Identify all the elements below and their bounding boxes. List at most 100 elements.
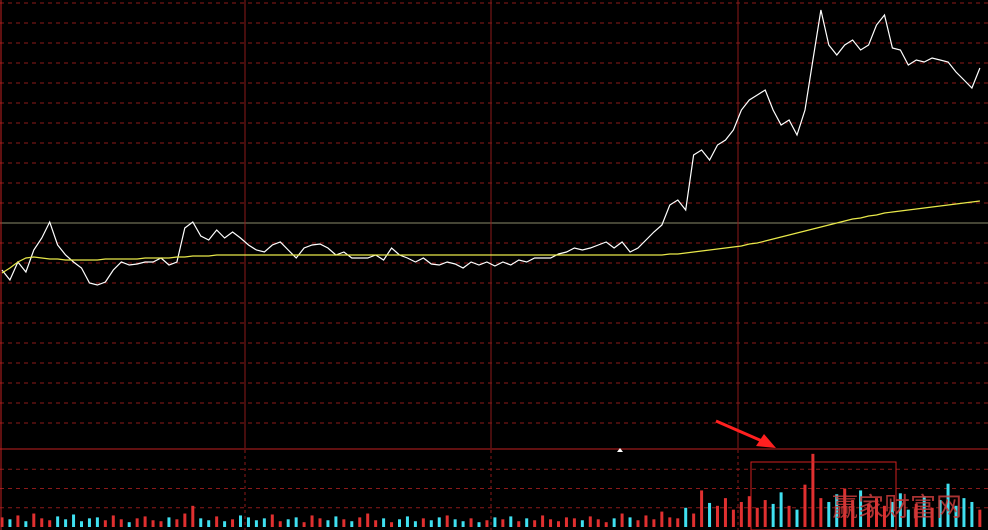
volume-bar: [429, 520, 433, 527]
volume-bar: [437, 517, 441, 527]
volume-bar: [326, 520, 330, 527]
volume-bar: [135, 518, 139, 527]
volume-bar: [334, 516, 338, 527]
volume-bar: [262, 518, 266, 527]
volume-bar: [970, 501, 974, 527]
volume-bar: [906, 509, 910, 527]
volume-bar: [215, 516, 219, 527]
volume-bar: [0, 517, 4, 527]
volume-bar: [692, 513, 696, 527]
volume-bar: [954, 505, 958, 527]
volume-bar: [636, 520, 640, 527]
volume-bar: [294, 517, 298, 527]
volume-bar: [56, 516, 60, 527]
volume-bar: [302, 522, 306, 527]
volume-bar: [278, 521, 282, 527]
average-line: [1, 200, 980, 274]
volume-bar: [286, 519, 290, 527]
volume-bar: [755, 507, 759, 527]
volume-bar: [604, 522, 608, 527]
volume-bar: [207, 520, 211, 527]
volume-bar: [501, 519, 505, 527]
volume-bar: [787, 505, 791, 527]
volume-bar: [668, 517, 672, 527]
volume-bar: [167, 517, 171, 527]
volume-bar: [946, 483, 950, 527]
price-line: [1, 9, 981, 286]
marker-triangle: [617, 448, 623, 452]
volume-bar: [914, 503, 918, 527]
volume-bar: [557, 521, 560, 527]
volume-bar: [644, 515, 648, 527]
volume-bar: [358, 517, 362, 527]
volume-bar: [882, 505, 886, 527]
volume-bar: [413, 521, 417, 527]
volume-bar: [239, 515, 242, 527]
volume-bar: [708, 502, 712, 527]
volume-bar: [779, 492, 783, 527]
volume-bar: [938, 500, 942, 527]
volume-bar: [660, 511, 664, 527]
volume-bar: [342, 519, 346, 527]
volume-bar: [811, 453, 815, 527]
volume-bar: [111, 515, 115, 527]
volume-bar: [382, 518, 386, 527]
volume-bar: [731, 509, 735, 527]
volume-bar: [922, 496, 926, 527]
volume-bar: [859, 490, 863, 527]
volume-bar: [684, 507, 688, 527]
volume-bar: [24, 521, 28, 527]
volume-bar: [390, 522, 394, 527]
volume-bar: [716, 505, 719, 527]
volume-bar: [119, 519, 123, 527]
volume-bar: [151, 520, 155, 527]
volume-bar: [8, 519, 12, 527]
volume-bar: [398, 519, 401, 527]
volume-bar: [199, 518, 203, 527]
volume-bar: [453, 519, 457, 527]
volume-bar: [803, 484, 807, 527]
volume-bar: [374, 520, 378, 527]
volume-bar: [48, 520, 52, 527]
volume-bar: [246, 517, 250, 527]
volume-bar: [270, 514, 274, 527]
volume-bar: [771, 503, 775, 527]
volume-bar: [175, 519, 179, 527]
arrow: [715, 419, 763, 443]
volume-bar: [16, 515, 20, 527]
volume-bar: [231, 519, 235, 527]
volume-bar: [517, 521, 521, 527]
volume-bar: [127, 522, 131, 527]
volume-bar: [533, 520, 537, 527]
volume-bar: [652, 519, 656, 527]
volume-bar: [183, 513, 187, 527]
volume-bar: [318, 518, 322, 527]
volume-bar: [191, 505, 195, 527]
volume-bar: [890, 501, 894, 527]
volume-bar: [254, 520, 258, 527]
volume-bar: [875, 498, 878, 527]
volume-bar: [739, 501, 743, 527]
volume-bar: [525, 518, 529, 527]
volume-bar: [747, 496, 751, 527]
volume-bar: [405, 516, 409, 527]
volume-bar: [596, 519, 600, 527]
volume-bar: [620, 513, 624, 527]
volume-bar: [930, 507, 934, 527]
volume-bar: [421, 518, 425, 527]
volume-bar: [40, 518, 44, 527]
volume-bar: [867, 503, 871, 527]
volume-bar: [819, 498, 823, 527]
watermark: 赢家财富网: [832, 493, 962, 523]
volume-bar: [310, 515, 314, 527]
volume-bar: [588, 516, 592, 527]
volume-bar: [723, 498, 727, 527]
volume-bar: [159, 521, 163, 527]
volume-bar: [795, 509, 799, 527]
volume-bar: [541, 515, 545, 527]
volume-bar: [564, 517, 568, 527]
volume-bar: [32, 513, 36, 527]
volume-bar: [843, 488, 847, 527]
